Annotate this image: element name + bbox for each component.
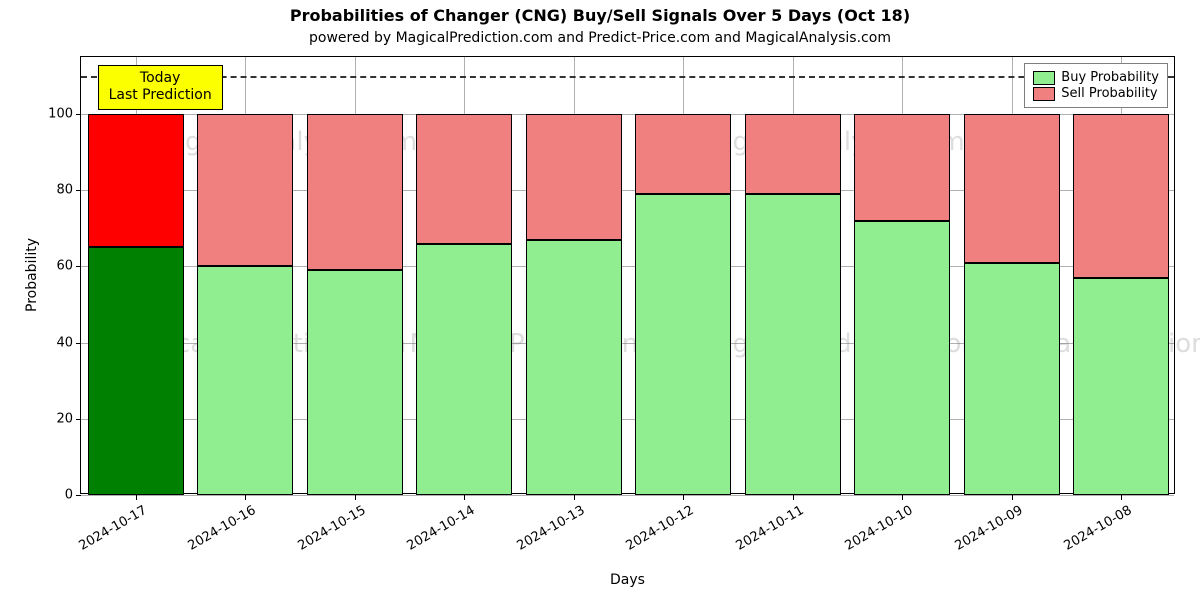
xtick-label: 2024-10-08 [1062,503,1135,554]
bar-sell [1073,114,1169,278]
ytick-mark [76,114,81,115]
bar-buy [635,194,731,495]
xtick-label: 2024-10-12 [624,503,697,554]
xtick-mark [574,495,575,500]
bar-buy [88,247,184,495]
bar-buy [416,244,512,495]
chart-title: Probabilities of Changer (CNG) Buy/Sell … [0,6,1200,25]
xtick-mark [1012,495,1013,500]
xtick-label: 2024-10-10 [843,503,916,554]
xtick-mark [902,495,903,500]
bar-sell [854,114,950,221]
chart-subtitle: powered by MagicalPrediction.com and Pre… [0,30,1200,46]
plot-area: 020406080100MagicalAnalysis.comMagicalAn… [80,56,1175,494]
ytick-label: 100 [48,107,73,122]
legend: Buy ProbabilitySell Probability [1024,63,1168,108]
xtick-label: 2024-10-14 [405,503,478,554]
legend-sell: Sell Probability [1033,86,1159,101]
ytick-label: 0 [65,488,73,503]
bar-buy [307,270,403,495]
ytick-label: 80 [56,183,73,198]
bar-buy [745,194,841,495]
xtick-label: 2024-10-16 [186,503,259,554]
legend-buy-label: Buy Probability [1061,70,1159,85]
x-axis-label: Days [610,572,645,588]
legend-sell-label: Sell Probability [1061,86,1157,101]
bar-sell [526,114,622,240]
xtick-label: 2024-10-11 [733,503,806,554]
xtick-mark [136,495,137,500]
ytick-mark [76,190,81,191]
y-axis-label: Probability [24,238,40,312]
legend-sell-swatch [1033,87,1055,101]
xtick-label: 2024-10-17 [76,503,149,554]
bar-buy [964,263,1060,495]
ytick-label: 40 [56,335,73,350]
callout-line1: Today [109,70,212,88]
xtick-mark [464,495,465,500]
bar-sell [88,114,184,247]
bar-buy [1073,278,1169,495]
bar-buy [526,240,622,495]
ytick-mark [76,266,81,267]
bar-buy [854,221,950,495]
ytick-mark [76,343,81,344]
legend-buy: Buy Probability [1033,70,1159,85]
ytick-mark [76,419,81,420]
ytick-label: 20 [56,411,73,426]
bar-sell [197,114,293,266]
legend-buy-swatch [1033,71,1055,85]
today-callout: TodayLast Prediction [98,65,223,110]
xtick-mark [1121,495,1122,500]
xtick-mark [683,495,684,500]
xtick-label: 2024-10-09 [952,503,1025,554]
ytick-label: 60 [56,259,73,274]
bar-sell [964,114,1060,263]
xtick-mark [245,495,246,500]
callout-line2: Last Prediction [109,87,212,105]
bar-sell [416,114,512,243]
chart-container: Probabilities of Changer (CNG) Buy/Sell … [0,0,1200,600]
reference-line [81,76,1174,78]
ytick-mark [76,495,81,496]
xtick-mark [793,495,794,500]
xtick-label: 2024-10-15 [295,503,368,554]
bar-sell [307,114,403,270]
bar-sell [745,114,841,194]
xtick-label: 2024-10-13 [514,503,587,554]
bar-sell [635,114,731,194]
xtick-mark [355,495,356,500]
bar-buy [197,266,293,495]
